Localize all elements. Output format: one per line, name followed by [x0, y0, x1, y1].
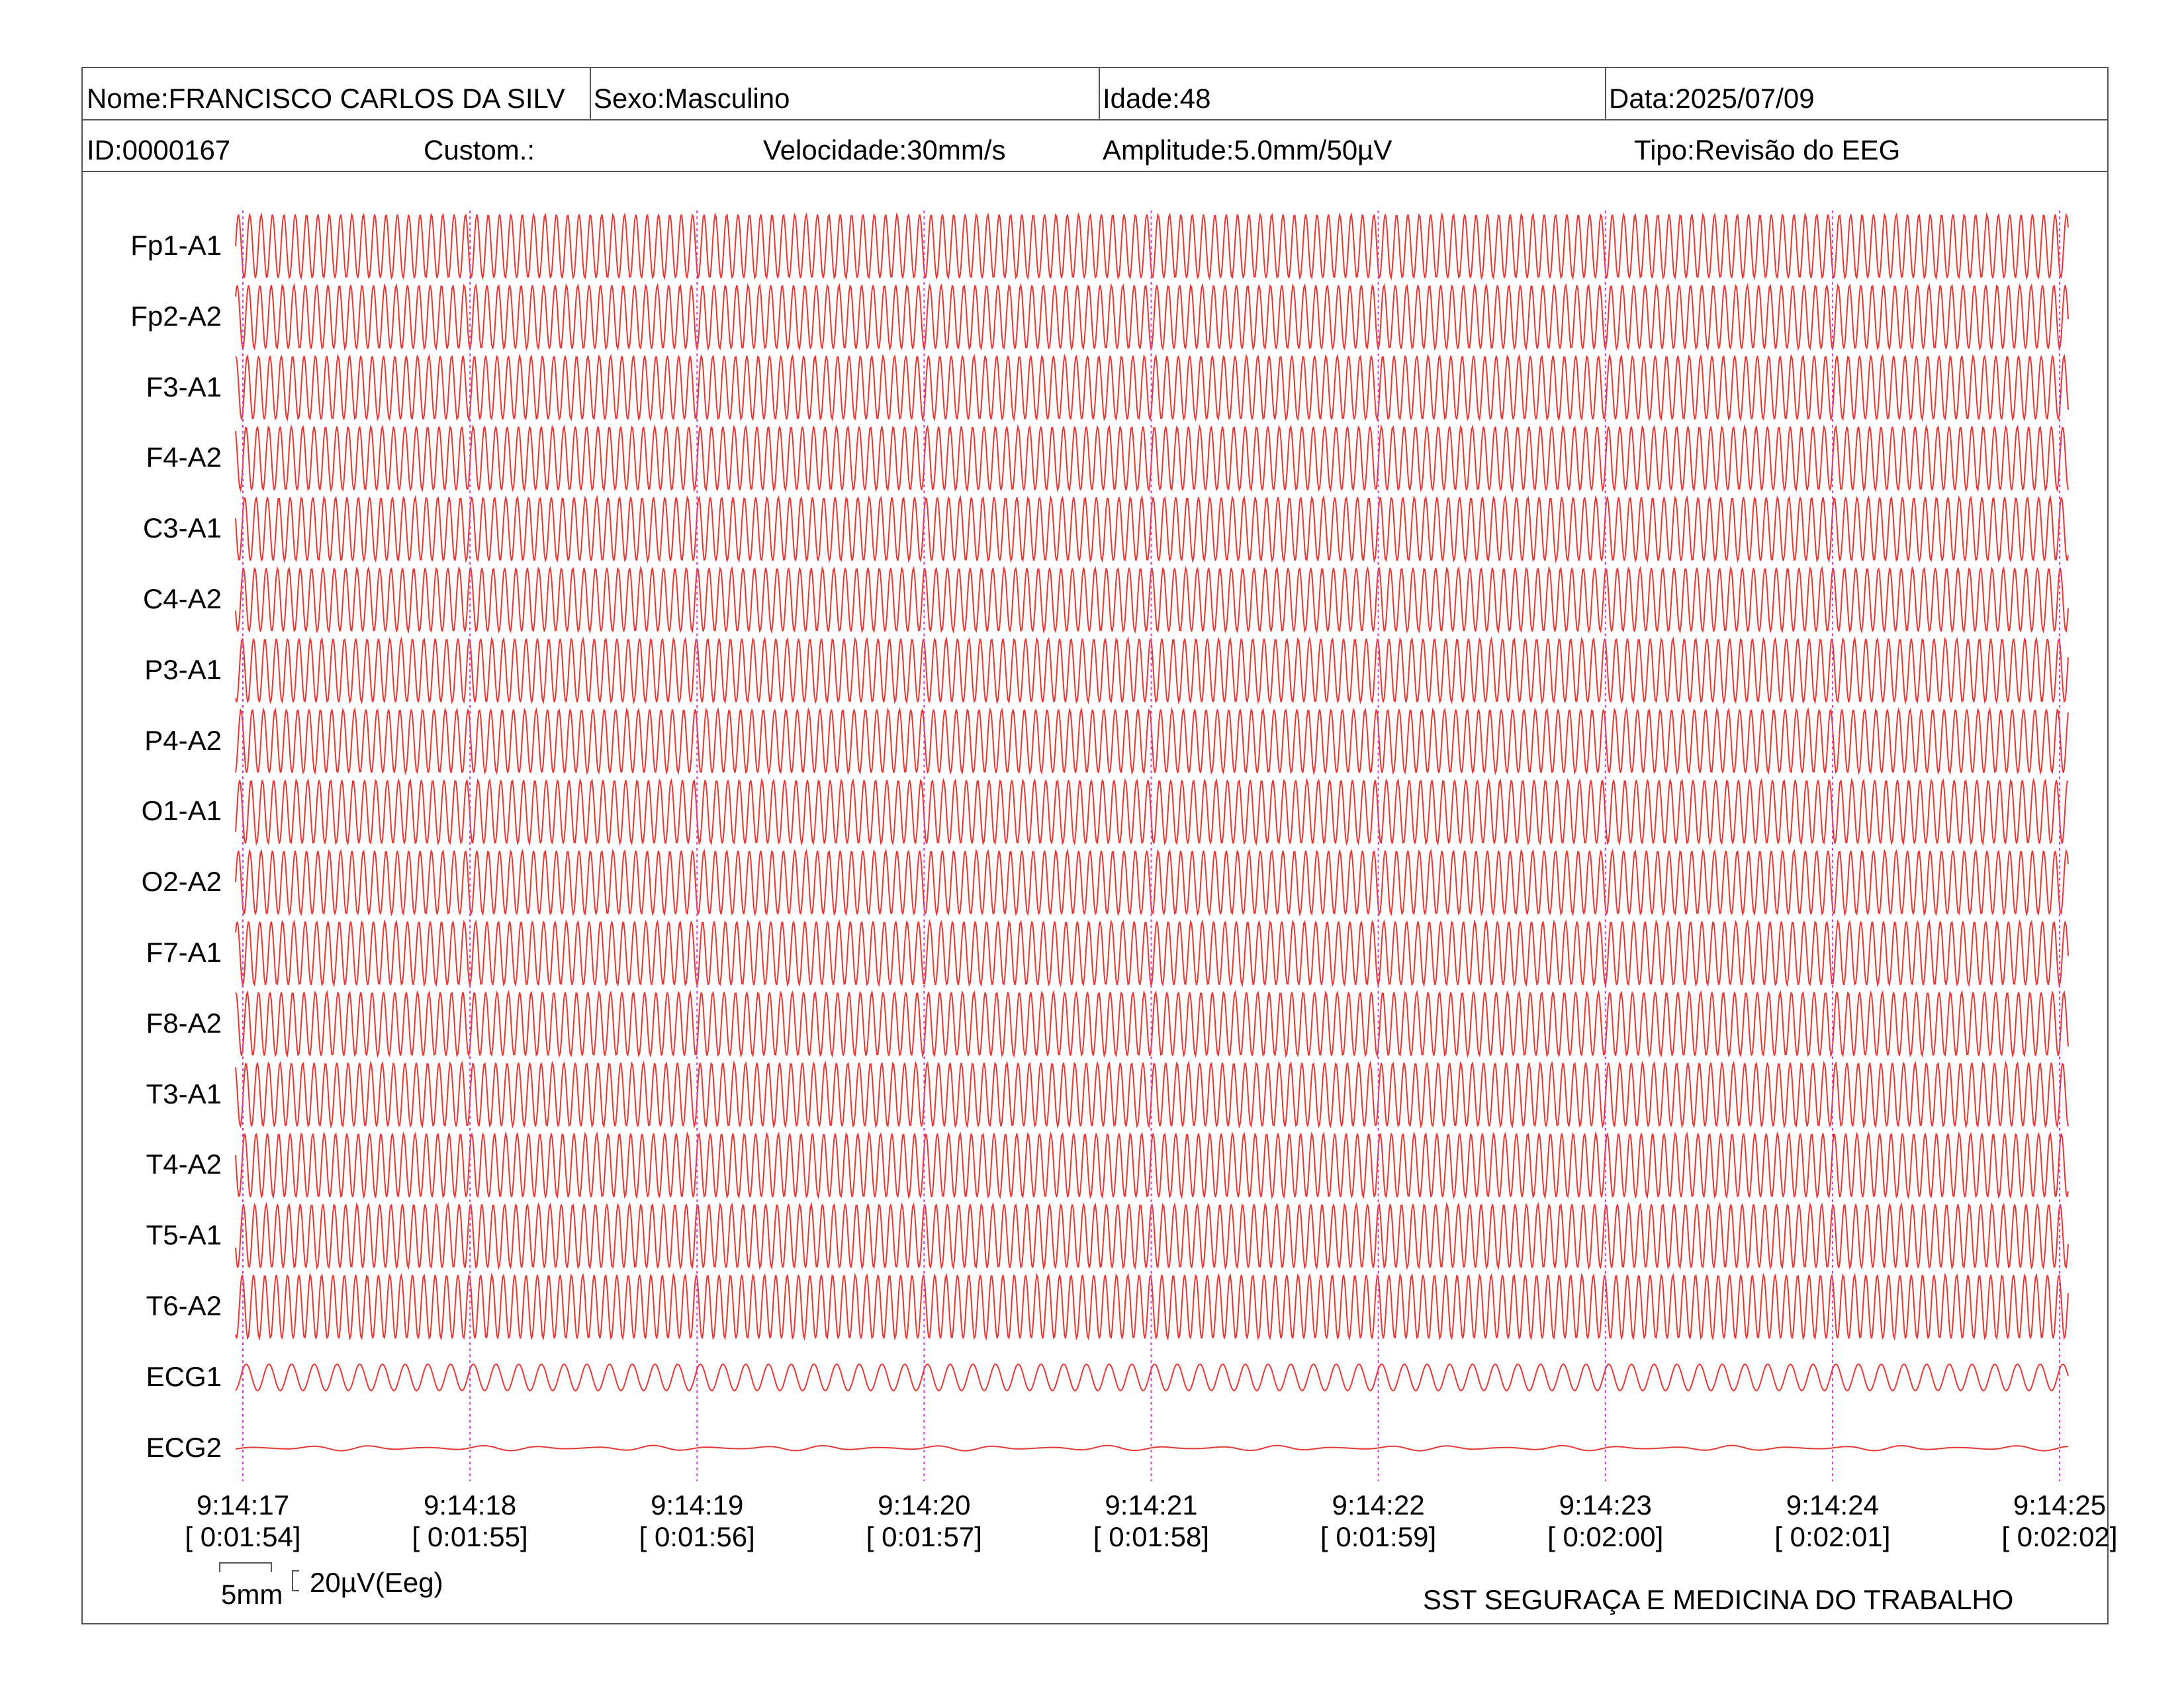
exam-date: Data:2025/07/09: [1609, 83, 1815, 114]
amplitude-field: Amplitude:5.0mm/50µV: [1103, 134, 1392, 165]
time-elapsed: [ 0:01:58]: [1093, 1521, 1210, 1553]
header-divider: [590, 67, 591, 120]
channel-label: Fp1-A1: [130, 230, 222, 261]
review-type: Tipo:Revisão do EEG: [1634, 134, 1901, 165]
time-elapsed: [ 0:02:01]: [1774, 1521, 1891, 1553]
time-clock: 9:14:19: [651, 1489, 744, 1521]
time-tick-label: 9:14:20[ 0:01:57]: [844, 1489, 1003, 1554]
time-elapsed: [ 0:01:55]: [412, 1521, 528, 1553]
channel-label: O2-A2: [141, 866, 222, 898]
channel-label: T6-A2: [146, 1290, 222, 1321]
channel-label: ECG1: [146, 1360, 222, 1392]
time-clock: 9:14:23: [1559, 1489, 1652, 1521]
header-divider: [1605, 67, 1606, 120]
time-clock: 9:14:25: [2013, 1489, 2107, 1521]
time-elapsed: [ 0:01:54]: [185, 1521, 301, 1553]
channel-label: F3-A1: [146, 371, 222, 402]
channel-label: P4-A2: [144, 724, 222, 756]
eeg-plot: [235, 211, 2069, 1481]
patient-sex: Sexo:Masculino: [594, 83, 790, 114]
header-divider: [81, 119, 2109, 120]
trace-fp2-a2: [235, 283, 2069, 352]
scale-amplitude-label: 20µV(Eeg): [310, 1567, 443, 1598]
trace-f4-a2: [235, 424, 2069, 492]
trace-o2-a2: [235, 848, 2069, 917]
channel-label: P3-A1: [144, 653, 222, 685]
time-tick-label: 9:14:23[ 0:02:00]: [1526, 1489, 1685, 1554]
patient-age: Idade:48: [1103, 83, 1211, 114]
channel-label: Fp2-A2: [130, 300, 222, 332]
time-tick-label: 9:14:18[ 0:01:55]: [390, 1489, 549, 1554]
trace-f7-a1: [235, 919, 2069, 988]
trace-t5-a1: [235, 1201, 2069, 1270]
channel-label: C4-A2: [142, 583, 222, 614]
time-clock: 9:14:20: [878, 1489, 971, 1521]
time-elapsed: [ 0:01:56]: [639, 1521, 755, 1553]
header-divider: [81, 171, 2109, 172]
time-clock: 9:14:18: [424, 1489, 517, 1521]
time-tick-label: 9:14:19[ 0:01:56]: [617, 1489, 776, 1554]
channel-label: T4-A2: [146, 1149, 222, 1180]
trace-f8-a2: [235, 990, 2069, 1058]
patient-name: Nome:FRANCISCO CARLOS DA SILV: [87, 83, 565, 114]
header-divider: [1099, 67, 1100, 120]
custom-field: Custom.:: [424, 134, 535, 165]
time-elapsed: [ 0:01:57]: [866, 1521, 982, 1553]
time-tick-label: 9:14:17[ 0:01:54]: [163, 1489, 322, 1554]
channel-label: F4-A2: [146, 442, 222, 473]
channel-label: ECG2: [146, 1431, 222, 1463]
channel-label: F7-A1: [146, 937, 222, 968]
time-elapsed: [ 0:02:02]: [2001, 1521, 2118, 1553]
channel-label: T3-A1: [146, 1078, 222, 1109]
time-clock: 9:14:22: [1332, 1489, 1425, 1521]
trace-ecg2: [235, 1444, 2069, 1452]
channel-label: T5-A1: [146, 1219, 222, 1251]
time-tick-label: 9:14:24[ 0:02:01]: [1753, 1489, 1912, 1554]
channel-label: F8-A2: [146, 1007, 222, 1039]
time-tick-label: 9:14:25[ 0:02:02]: [1980, 1489, 2139, 1554]
channel-label: C3-A1: [142, 512, 222, 544]
time-elapsed: [ 0:02:00]: [1547, 1521, 1664, 1553]
time-clock: 9:14:17: [196, 1489, 290, 1521]
patient-id: ID:0000167: [87, 134, 231, 165]
time-tick-label: 9:14:22[ 0:01:59]: [1299, 1489, 1458, 1554]
speed-field: Velocidade:30mm/s: [763, 134, 1006, 165]
time-tick-label: 9:14:21[ 0:01:58]: [1072, 1489, 1231, 1554]
scale-time-label: 5mm: [221, 1579, 283, 1610]
scale-bar-icon: [219, 1562, 299, 1591]
company-name: SST SEGURAÇA E MEDICINA DO TRABALHO: [1423, 1584, 2014, 1615]
trace-o1-a1: [235, 777, 2069, 846]
channel-label: O1-A1: [141, 795, 222, 827]
time-clock: 9:14:21: [1105, 1489, 1198, 1521]
report-frame: [81, 67, 2109, 1624]
time-elapsed: [ 0:01:59]: [1320, 1521, 1437, 1553]
time-clock: 9:14:24: [1786, 1489, 1879, 1521]
